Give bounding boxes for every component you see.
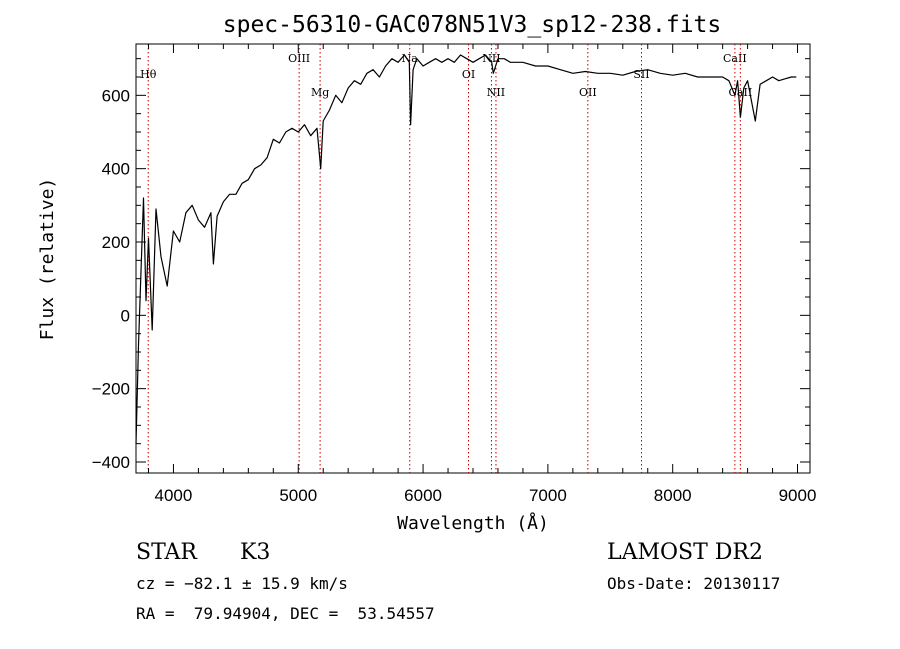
x-tick-label: 9000	[779, 486, 817, 505]
y-axis: −400 −200 0 200 400 600	[92, 58, 810, 472]
line-marker-label: NII	[482, 52, 500, 65]
x-tick-label: 4000	[155, 486, 193, 505]
redshift-velocity: cz = −82.1 ± 15.9 km/s	[136, 574, 348, 593]
line-marker-label: OIII	[288, 52, 310, 65]
y-tick-label: 200	[102, 233, 130, 252]
line-marker-label: OII	[579, 86, 597, 99]
object-subclass: K3	[240, 540, 271, 565]
x-axis: 4000 5000 6000 7000 8000 9000	[147, 44, 817, 505]
observation-date: Obs-Date: 20130117	[607, 574, 781, 593]
line-marker-label: Hθ	[140, 68, 157, 81]
spectrum-chart: spec-56310-GAC078N51V3_sp12-238.fits Hθ O…	[37, 12, 817, 534]
object-class: STAR	[136, 540, 197, 565]
chart-title: spec-56310-GAC078N51V3_sp12-238.fits	[223, 12, 722, 38]
line-marker-label: Mg	[311, 86, 329, 99]
flux-series	[135, 54, 797, 444]
survey-name: LAMOST DR2	[607, 540, 763, 565]
y-tick-label: 600	[102, 86, 130, 105]
flux-line	[135, 54, 797, 444]
line-marker-label: OI	[462, 68, 475, 81]
line-marker-label: NII	[487, 86, 505, 99]
x-tick-label: 6000	[404, 486, 442, 505]
plot-frame	[135, 43, 811, 474]
y-axis-label: Flux (relative)	[37, 178, 58, 341]
coordinates: RA = 79.94904, DEC = 53.54557	[136, 604, 435, 623]
line-marker-label: CaII	[723, 52, 747, 65]
x-tick-label: 8000	[654, 486, 692, 505]
y-tick-label: 400	[102, 160, 130, 179]
x-axis-label: Wavelength (Å)	[397, 512, 549, 534]
x-tick-label: 7000	[529, 486, 567, 505]
y-tick-label: 0	[121, 306, 130, 325]
y-tick-label: −400	[92, 453, 130, 472]
line-marker-label: Na	[402, 52, 419, 65]
line-marker-label: CaII	[729, 86, 753, 99]
x-tick-label: 5000	[279, 486, 317, 505]
y-tick-label: −200	[92, 380, 130, 399]
